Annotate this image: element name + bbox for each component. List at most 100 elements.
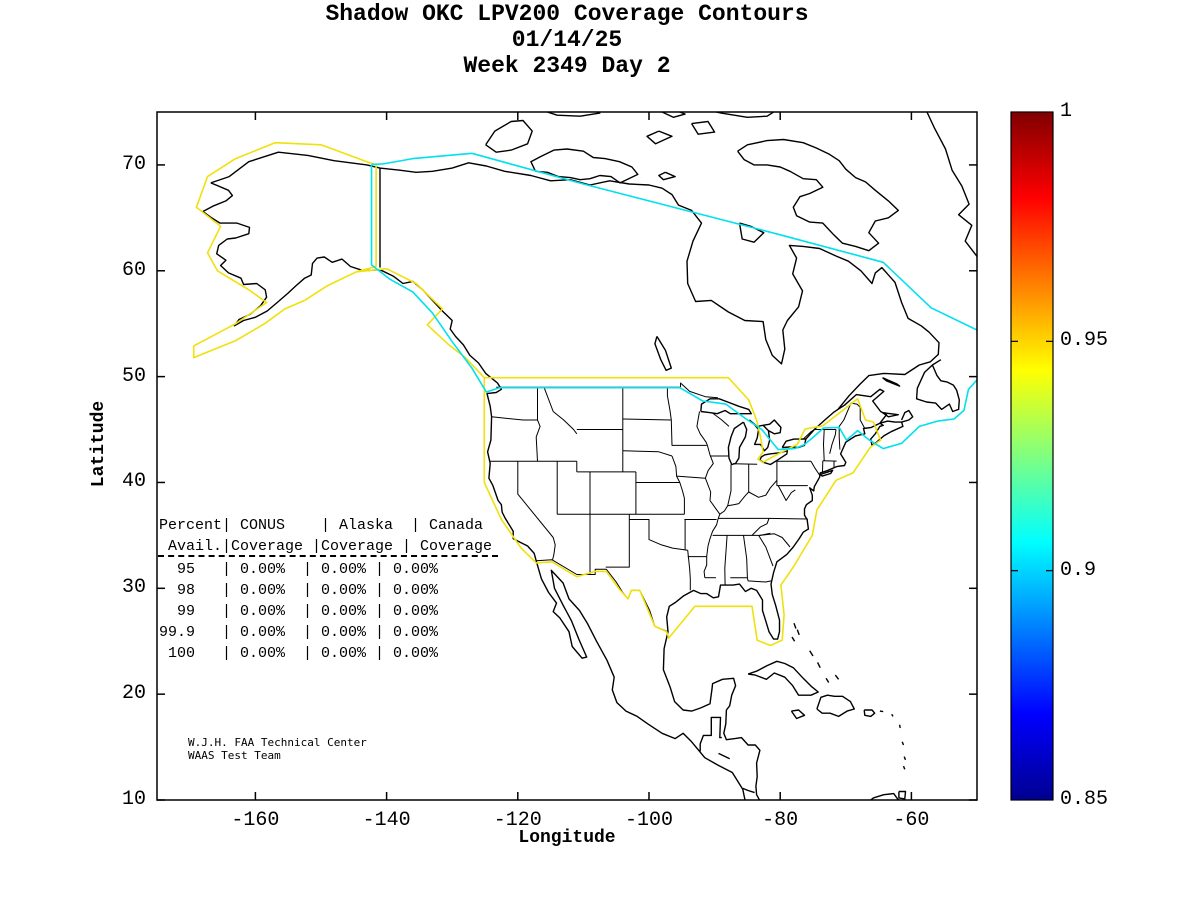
state-borders [670,419,707,446]
coastline [661,112,686,119]
coastline [882,377,901,387]
state-borders [687,550,691,591]
state-borders [759,533,791,548]
state-borders [724,535,728,586]
coastline [882,411,899,418]
state-borders [605,514,630,568]
coastline [870,792,901,800]
state-borders [802,429,815,440]
axis-ticks [157,112,977,801]
state-borders [743,535,748,578]
coastline [202,182,746,800]
coastline [762,419,782,435]
coastline [485,119,533,153]
contour-0.90 [370,152,977,451]
coastline [891,713,894,717]
coastline [530,148,639,184]
title-line-3: Week 2349 Day 2 [463,53,671,79]
state-borders [810,461,821,476]
plot-border [156,111,978,801]
coastline [654,336,672,371]
y-tick-label: 10 [121,788,146,811]
colorbar-ticks [1011,340,1053,572]
state-borders [543,387,578,435]
coastline [790,709,806,720]
coastline [901,741,905,746]
coastline [825,677,830,683]
state-borders [680,382,718,399]
coastline [791,636,796,642]
y-tick-label: 40 [121,470,146,494]
coastline [738,222,765,243]
coastline [915,359,960,413]
coastline [545,112,601,117]
y-tick-label: 50 [121,364,146,388]
coverage-table-header-2: Avail.|Coverage |Coverage | Coverage [159,538,493,555]
coastline [903,756,907,761]
coverage-table-divider [158,555,498,557]
coastline [747,660,819,696]
state-borders [629,519,688,551]
coverage-table-row-99.9: 99.9 | 0.00% | 0.00% | 0.00% [159,624,439,641]
state-borders [622,418,672,421]
chart-title: Shadow OKC LPV200 Coverage Contours 01/1… [157,1,977,79]
state-borders [838,402,866,429]
state-borders [517,461,556,560]
coverage-table-row-95: 95 | 0.00% | 0.00% | 0.00% [159,561,439,578]
coverage-table-row-100: 100 | 0.00% | 0.00% | 0.00% [159,645,439,662]
colorbar-tick-label: 0.9 [1060,558,1097,582]
x-tick-label: -140 [362,809,411,832]
x-tick-label: -60 [893,809,930,832]
x-tick-label: -100 [624,809,673,832]
state-borders [751,518,770,536]
coverage-table-row-99: 99 | 0.00% | 0.00% | 0.00% [159,603,439,620]
state-borders [719,479,778,515]
credit-line-2: WAAS Test Team [188,749,281,762]
coastline [834,674,840,680]
colorbar-tick-label: 1 [1060,100,1073,123]
state-borders [718,517,808,520]
coastline [796,629,800,636]
coastline [793,622,797,629]
state-borders [676,475,706,479]
coastline [819,469,834,477]
coastline [816,694,855,718]
coastline [863,709,876,718]
credit-line-1: W.J.H. FAA Technical Center [188,736,367,749]
coastline [718,752,730,760]
coastline [700,398,752,415]
coastline [805,408,839,440]
y-tick-label: 60 [121,258,146,282]
coastline [898,790,907,800]
title-line-2: 01/14/25 [511,27,623,53]
coastline [900,409,914,423]
coastline [816,662,821,669]
colorbar-tick-label: 0.85 [1060,788,1109,811]
coastline [742,787,755,794]
coastline [691,120,716,135]
state-borders [776,461,808,487]
coastline [713,112,775,119]
coverage-table-header-1: Percent| CONUS | Alaska | Canada [159,517,484,534]
state-borders [823,429,825,461]
state-borders [491,416,538,421]
coastline [737,138,899,252]
coastline [879,710,884,713]
state-borders [666,387,672,421]
x-tick-label: -120 [493,809,542,832]
state-borders [829,429,837,454]
state-borders [730,577,772,583]
colorbar [1010,111,1054,801]
state-borders [696,411,721,578]
coastline [898,724,901,729]
coastline [699,716,722,752]
coastline [658,171,676,181]
state-borders [536,559,669,633]
colorbar-tick-label: 0.95 [1060,329,1109,353]
coastline [926,112,977,258]
y-tick-label: 70 [121,152,146,176]
state-borders [622,450,673,457]
coastline [902,765,906,770]
